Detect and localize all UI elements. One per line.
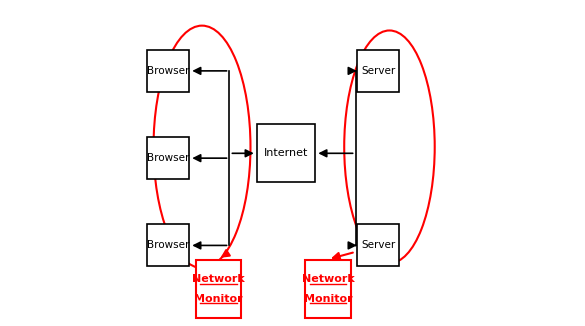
Text: Server: Server <box>361 240 395 250</box>
Text: Browser: Browser <box>147 66 189 76</box>
Text: Browser: Browser <box>147 240 189 250</box>
FancyBboxPatch shape <box>147 50 189 92</box>
FancyBboxPatch shape <box>305 260 350 318</box>
FancyBboxPatch shape <box>147 137 189 179</box>
FancyBboxPatch shape <box>357 50 399 92</box>
Text: Monitor: Monitor <box>194 294 242 304</box>
FancyBboxPatch shape <box>357 224 399 266</box>
FancyBboxPatch shape <box>195 260 241 318</box>
Text: Internet: Internet <box>264 148 308 158</box>
Text: Browser: Browser <box>147 153 189 163</box>
FancyBboxPatch shape <box>147 224 189 266</box>
Text: Network: Network <box>192 274 245 284</box>
Text: Network: Network <box>302 274 355 284</box>
Text: Server: Server <box>361 66 395 76</box>
Text: Monitor: Monitor <box>304 294 352 304</box>
FancyBboxPatch shape <box>257 124 315 182</box>
